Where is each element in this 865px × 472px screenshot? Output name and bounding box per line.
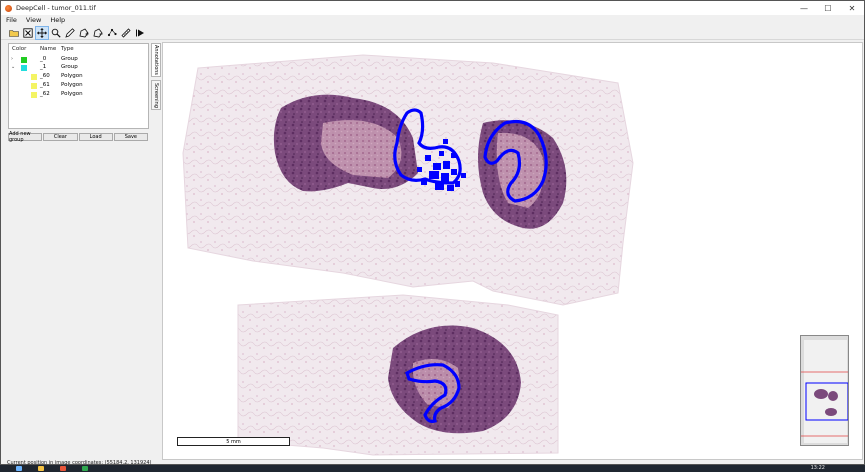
point-edit-icon[interactable]: [106, 27, 118, 39]
row-type: Polygon: [61, 82, 83, 88]
tree-row-group-1[interactable]: ⌄ _1 Group: [9, 64, 148, 72]
app-logo-icon: [5, 4, 12, 12]
tree-row-polygon-61[interactable]: _61 Polygon: [9, 82, 148, 90]
color-swatch[interactable]: [21, 65, 27, 71]
taskbar-app-icon[interactable]: [16, 466, 22, 471]
row-name: _61: [40, 82, 50, 88]
tree-row-polygon-62[interactable]: _62 Polygon: [9, 91, 148, 99]
tree-row-group-0[interactable]: › _0 Group: [9, 56, 148, 64]
polygon-add-icon[interactable]: [78, 27, 90, 39]
close-button[interactable]: ✕: [848, 3, 856, 13]
minimize-button[interactable]: —: [800, 3, 808, 13]
menu-view[interactable]: View: [25, 16, 42, 24]
row-name: _1: [40, 64, 47, 70]
pen-icon[interactable]: [64, 27, 76, 39]
clear-button[interactable]: Clear: [43, 133, 78, 141]
menu-file[interactable]: File: [6, 16, 17, 24]
clock[interactable]: 13:22: [810, 465, 825, 471]
zoom-icon[interactable]: [50, 27, 62, 39]
maximize-button[interactable]: ☐: [824, 3, 832, 13]
taskbar-app-icon[interactable]: [82, 466, 88, 471]
side-tabs: Annotations Screening: [150, 43, 161, 113]
status-bar: Current position in image coordinates: (…: [7, 459, 152, 466]
row-name: _62: [40, 91, 50, 97]
color-swatch[interactable]: [31, 74, 37, 80]
color-swatch[interactable]: [31, 92, 37, 98]
taskbar: 13:22: [0, 465, 865, 472]
play-icon[interactable]: [134, 27, 146, 39]
row-type: Polygon: [61, 73, 83, 79]
window-controls: — ☐ ✕: [792, 1, 864, 15]
annotation-polygons[interactable]: [393, 108, 548, 423]
header-color: Color: [12, 45, 27, 52]
header-name: Name: [40, 45, 57, 52]
taskbar-app-icon[interactable]: [60, 466, 66, 471]
minimap[interactable]: [800, 335, 849, 446]
tab-annotations[interactable]: Annotations: [151, 43, 161, 77]
polygon-remove-icon[interactable]: [92, 27, 104, 39]
row-name: _60: [40, 73, 50, 79]
row-type: Group: [61, 56, 78, 62]
menu-bar: File View Help: [1, 15, 864, 25]
taskbar-app-icon[interactable]: [38, 466, 44, 471]
annotation-tree: Color Name Type › _0 Group ⌄ _1 Group _6…: [8, 43, 149, 129]
annotation-panel: Color Name Type › _0 Group ⌄ _1 Group _6…: [6, 43, 149, 461]
load-button[interactable]: Load: [78, 133, 113, 141]
row-type: Group: [61, 64, 78, 70]
title-bar: DeepCell - tumor_011.tif — ☐ ✕: [1, 1, 864, 15]
lymph-node-lower: [388, 325, 521, 434]
slide-canvas[interactable]: [163, 43, 863, 460]
menu-help[interactable]: Help: [50, 16, 66, 24]
open-folder-icon[interactable]: [8, 27, 20, 39]
header-type: Type: [61, 45, 74, 52]
collapse-arrow-icon[interactable]: ⌄: [11, 64, 16, 70]
pan-icon[interactable]: [35, 25, 49, 40]
window-title: DeepCell - tumor_011.tif: [16, 4, 96, 12]
save-button[interactable]: Save: [113, 133, 148, 141]
row-name: _0: [40, 56, 47, 62]
tree-header: Color Name Type: [9, 44, 148, 53]
color-swatch[interactable]: [21, 57, 27, 63]
tab-screening[interactable]: Screening: [151, 80, 161, 110]
ruler-icon[interactable]: [120, 27, 132, 39]
scale-bar: 5 mm: [177, 437, 290, 446]
color-swatch[interactable]: [31, 83, 37, 89]
minimap-canvas[interactable]: [801, 336, 849, 446]
panel-buttons: Add new group Clear Load Save: [8, 131, 149, 143]
toolbar: [1, 25, 864, 40]
expand-arrow-icon[interactable]: ›: [11, 56, 13, 62]
slide-viewer[interactable]: 5 mm: [162, 42, 863, 460]
add-group-button[interactable]: Add new group: [8, 131, 43, 143]
tree-row-polygon-60[interactable]: _60 Polygon: [9, 73, 148, 81]
close-file-icon[interactable]: [22, 27, 34, 39]
row-type: Polygon: [61, 91, 83, 97]
